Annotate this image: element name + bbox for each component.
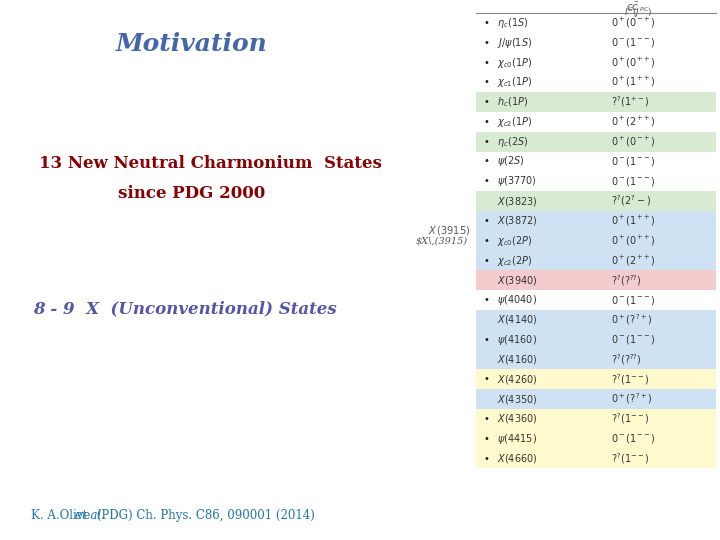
Text: $I^G(J^{PC})$: $I^G(J^{PC})$ [624,6,652,21]
Text: $X(3940)$: $X(3940)$ [497,274,538,287]
Bar [476,429,716,449]
Text: •: • [483,18,489,28]
Text: $\psi(3770)$: $\psi(3770)$ [497,174,537,188]
Bar [476,271,716,290]
Text: $0^-(1^{--})$: $0^-(1^{--})$ [611,155,656,168]
Text: $?^?(?^{??})$: $?^?(?^{??})$ [611,352,642,367]
Text: •: • [483,374,489,384]
Text: $\chi_{c2}(1P)$: $\chi_{c2}(1P)$ [497,115,532,129]
Bar [476,310,716,330]
Text: et al.: et al. [75,509,105,522]
Text: •: • [483,235,489,246]
Bar [476,211,716,231]
Text: since PDG 2000: since PDG 2000 [118,185,265,202]
Text: •: • [483,255,489,266]
Text: •: • [483,57,489,68]
Text: $0^+(0^{-+})$: $0^+(0^{-+})$ [611,16,656,30]
Text: $0^-(1^{--})$: $0^-(1^{--})$ [611,36,656,49]
Text: $J/\psi(1S)$: $J/\psi(1S)$ [497,36,532,50]
Text: Motivation: Motivation [115,32,267,56]
Text: •: • [483,414,489,424]
Text: •: • [483,335,489,345]
Text: $0^-(1^{--})$: $0^-(1^{--})$ [611,294,656,307]
Text: (PDG) Ch. Phys. C86, 090001 (2014): (PDG) Ch. Phys. C86, 090001 (2014) [94,509,315,522]
Bar [476,330,716,349]
Text: $\psi(4415)$: $\psi(4415)$ [497,431,537,446]
Text: $?^?(1^{--})$: $?^?(1^{--})$ [611,372,650,387]
Text: $\chi_{c2}(2P)$: $\chi_{c2}(2P)$ [497,253,532,267]
Text: $\chi_{c0}(2P)$: $\chi_{c0}(2P)$ [497,234,532,248]
Text: $0^-(1^{--})$: $0^-(1^{--})$ [611,432,656,445]
Text: $X(4160)$: $X(4160)$ [497,353,538,366]
Text: $0^+(2^{++})$: $0^+(2^{++})$ [611,115,656,129]
Text: $\chi_{c0}(1P)$: $\chi_{c0}(1P)$ [497,56,532,70]
Text: $\eta_c(1S)$: $\eta_c(1S)$ [497,16,528,30]
Text: $\chi_{c1}(1P)$: $\chi_{c1}(1P)$ [497,75,532,89]
Text: •: • [483,434,489,444]
Text: $?^?(1^{--})$: $?^?(1^{--})$ [611,451,650,466]
Text: $?^?(1^{--})$: $?^?(1^{--})$ [611,411,650,426]
Text: •: • [483,176,489,186]
Bar [476,92,716,112]
Text: $\psi(2S)$: $\psi(2S)$ [497,154,524,168]
Bar [476,132,716,152]
Text: $?^?(2^?-)$: $?^?(2^?-)$ [611,194,652,208]
Text: $\psi(4040)$: $\psi(4040)$ [497,293,537,307]
Text: $0^+(?^{?+})$: $0^+(?^{?+})$ [611,392,652,407]
Text: 13 New Neutral Charmonium  States: 13 New Neutral Charmonium States [40,155,382,172]
Bar [476,409,716,429]
Bar [476,389,716,409]
Text: •: • [483,77,489,87]
Text: $?^?(1^{+-})$: $?^?(1^{+-})$ [611,94,650,110]
Text: $0^+(2^{++})$: $0^+(2^{++})$ [611,253,656,267]
Text: •: • [483,157,489,166]
Text: $0^+(0^{++})$: $0^+(0^{++})$ [611,234,656,248]
Text: $X(4140)$: $X(4140)$ [497,313,538,326]
Text: $X(3823)$: $X(3823)$ [497,194,538,207]
Text: $\eta_c(2S)$: $\eta_c(2S)$ [497,134,528,149]
Text: $\psi(4160)$: $\psi(4160)$ [497,333,537,347]
Text: $0^+(0^{++})$: $0^+(0^{++})$ [611,56,656,70]
Text: •: • [483,454,489,463]
Text: $X(4260)$: $X(4260)$ [497,373,538,386]
Text: $X\,(3915)$: $X\,(3915)$ [428,224,469,237]
Text: $h_c(1P)$: $h_c(1P)$ [497,95,528,109]
Text: •: • [483,137,489,147]
Text: $0^+(1^{++})$: $0^+(1^{++})$ [611,214,656,228]
Text: $X\,(3915): $X\,(3915) [415,236,468,245]
Text: •: • [483,38,489,48]
Text: $?^?(?^{??})$: $?^?(?^{??})$ [611,273,642,288]
Text: $0^-(1^{--})$: $0^-(1^{--})$ [611,333,656,346]
Text: •: • [483,97,489,107]
Text: $X(4350)$: $X(4350)$ [497,393,538,406]
Text: K. A.Olive: K. A.Olive [32,509,94,522]
Bar [476,191,716,211]
Text: •: • [483,295,489,305]
Bar [476,449,716,468]
Bar [476,251,716,271]
Bar [476,231,716,251]
Text: $0^+(0^{-+})$: $0^+(0^{-+})$ [611,134,656,149]
Text: 8 - 9  X  (Unconventional) States: 8 - 9 X (Unconventional) States [32,300,336,317]
Bar [476,349,716,369]
Text: $X(3872)$: $X(3872)$ [497,214,538,227]
Text: $X(4360)$: $X(4360)$ [497,413,538,426]
Text: •: • [483,117,489,127]
Bar [476,369,716,389]
Text: $0^-(1^{--})$: $0^-(1^{--})$ [611,175,656,188]
Text: •: • [483,216,489,226]
Text: $0^+(1^{++})$: $0^+(1^{++})$ [611,75,656,89]
Text: $0^+(?^{?+})$: $0^+(?^{?+})$ [611,313,652,327]
Text: $c\bar{c}$: $c\bar{c}$ [626,1,639,13]
Text: $X(4660)$: $X(4660)$ [497,452,538,465]
